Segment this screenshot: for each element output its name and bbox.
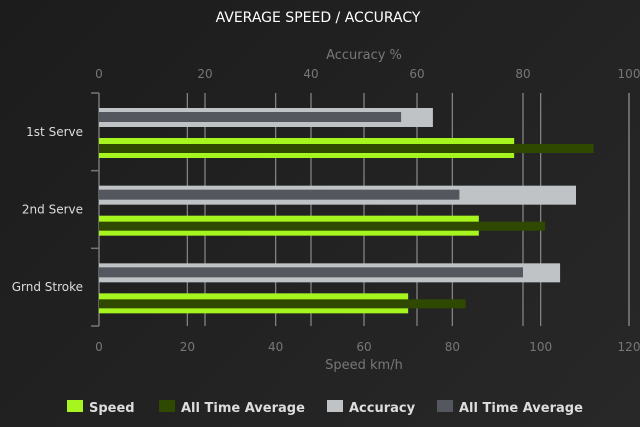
legend-label: All Time Average — [181, 401, 305, 416]
legend-label: All Time Average — [459, 401, 583, 416]
bottom-tick-label: 0 — [95, 340, 103, 354]
legend: Speed All Time Average Accuracy All Time Av… — [67, 400, 583, 416]
legend-swatch — [327, 400, 343, 412]
gridlines — [91, 92, 630, 327]
bottom-tick-label: 40 — [268, 340, 283, 354]
top-tick-label: 80 — [515, 67, 530, 81]
legend-swatch — [437, 400, 453, 412]
category-label: Grnd Stroke — [12, 280, 83, 294]
category-labels: 1st Serve 2nd Serve Grnd Stroke — [12, 125, 83, 294]
legend-item: Accuracy — [327, 400, 416, 416]
legend-label: Speed — [89, 401, 135, 416]
bottom-tick-label: 80 — [445, 340, 460, 354]
bar-accuracy-average — [99, 267, 523, 278]
chart-title: AVERAGE SPEED / ACCURACY — [216, 10, 421, 26]
bar-accuracy-average — [99, 112, 402, 122]
tick-labels: 0 20 40 60 80 100 120 0 20 40 60 80 100 — [95, 67, 640, 354]
bar-speed-average — [99, 299, 466, 309]
bottom-tick-label: 100 — [529, 340, 552, 354]
legend-swatch — [67, 400, 83, 412]
bottom-tick-label: 20 — [180, 340, 195, 354]
category-label: 1st Serve — [26, 125, 83, 139]
top-tick-label: 40 — [303, 67, 318, 81]
legend-swatch — [159, 400, 175, 412]
bar-speed-average — [99, 144, 594, 153]
top-axis-title: Accuracy % — [326, 48, 402, 63]
bar-speed-average — [99, 221, 546, 231]
bottom-tick-label: 120 — [618, 340, 640, 354]
legend-item: All Time Average — [159, 400, 305, 416]
legend-item: All Time Average — [437, 400, 583, 416]
category-label: 2nd Serve — [22, 203, 83, 217]
legend-item: Speed — [67, 400, 135, 416]
top-tick-label: 20 — [197, 67, 212, 81]
top-tick-label: 100 — [618, 67, 640, 81]
top-tick-label: 60 — [409, 67, 424, 81]
bar-accuracy-average — [99, 189, 460, 200]
bars — [99, 108, 594, 314]
bottom-axis-title: Speed km/h — [325, 358, 403, 373]
legend-label: Accuracy — [349, 401, 416, 416]
top-tick-label: 0 — [95, 67, 103, 81]
bottom-tick-label: 60 — [356, 340, 371, 354]
